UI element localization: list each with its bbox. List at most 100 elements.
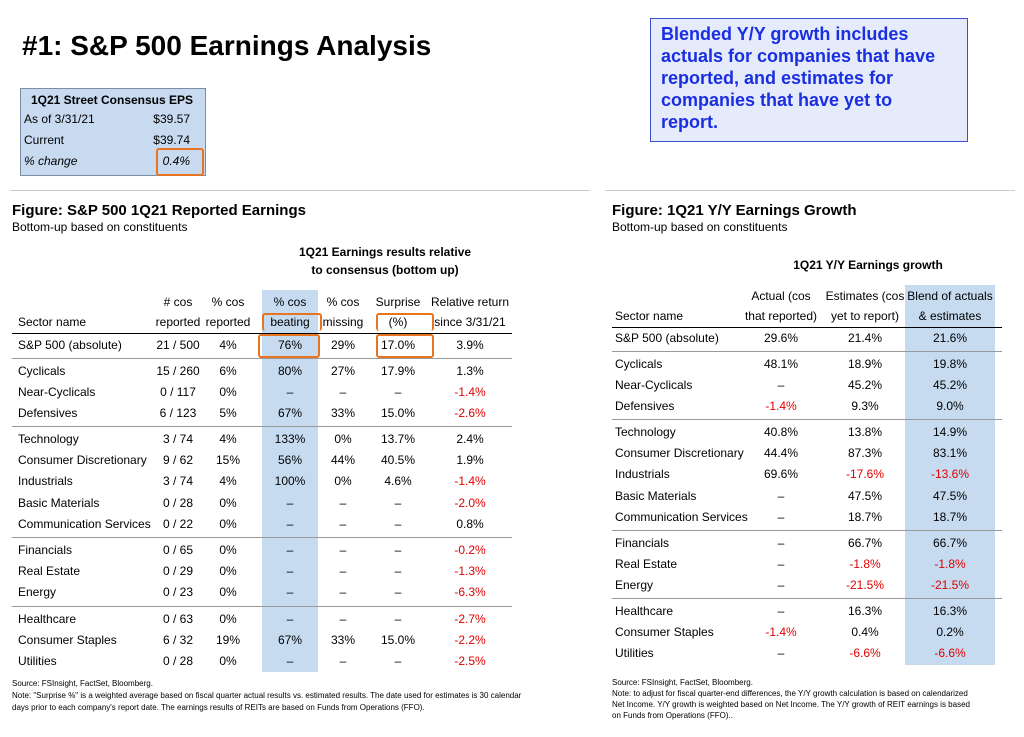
cell: 87.3% xyxy=(847,446,883,461)
column-header: Surprise xyxy=(375,295,421,309)
group-header: 1Q21 Y/Y Earnings growth xyxy=(793,258,943,272)
eps-value: $39.74 xyxy=(153,133,190,147)
rule xyxy=(12,426,512,427)
cell: 19.8% xyxy=(932,357,968,371)
cell: 19% xyxy=(215,633,241,648)
cell: 66.7% xyxy=(847,536,883,550)
row-label: Basic Materials xyxy=(18,495,100,510)
row-label: Industrials xyxy=(18,474,73,489)
cell: -2.2% xyxy=(454,633,486,648)
cell: -2.0% xyxy=(454,495,486,510)
cell: -0.2% xyxy=(454,543,486,557)
cell: 1.3% xyxy=(456,364,484,378)
cell: -1.3% xyxy=(454,564,486,579)
cell: 0.8% xyxy=(456,516,484,531)
cell: 33% xyxy=(330,633,356,648)
cell: – xyxy=(394,516,402,531)
cell: – xyxy=(339,495,347,510)
rule xyxy=(12,606,512,607)
highlight xyxy=(376,334,434,358)
column-header: Sector name xyxy=(18,315,87,329)
row-label: Real Estate xyxy=(615,557,678,572)
footnote: Source: FSInsight, FactSet, Bloomberg. xyxy=(12,679,153,688)
footnote: Net Income. Y/Y growth is weighted based… xyxy=(612,700,970,709)
row-label: S&P 500 (absolute) xyxy=(18,338,122,352)
cell: 0% xyxy=(219,612,237,626)
cell: 0 / 63 xyxy=(162,612,194,626)
figure-subtitle: Bottom-up based on constituents xyxy=(612,220,788,234)
cell: 0 / 28 xyxy=(162,654,194,669)
cell: -2.6% xyxy=(454,406,486,421)
rule xyxy=(12,358,512,359)
cell: – xyxy=(286,516,294,531)
column-header: reported xyxy=(205,315,251,329)
figure-subtitle: Bottom-up based on constituents xyxy=(12,220,188,234)
row-label: Financials xyxy=(615,536,670,550)
cell: 0% xyxy=(219,385,237,400)
cell: – xyxy=(286,654,294,669)
cell: 80% xyxy=(277,364,303,378)
cell: – xyxy=(286,612,294,626)
cell: 0 / 23 xyxy=(162,585,194,600)
rule xyxy=(612,327,1002,328)
cell: 45.2% xyxy=(932,378,968,393)
figure-title: Figure: 1Q21 Y/Y Earnings Growth xyxy=(612,202,857,219)
cell: 29.6% xyxy=(763,331,799,345)
cell: -2.7% xyxy=(454,612,486,626)
cell: – xyxy=(339,564,347,579)
cell: 83.1% xyxy=(932,446,968,461)
cell: 18.9% xyxy=(847,357,883,371)
row-label: Near-Cyclicals xyxy=(615,378,693,393)
callout-line: actuals for companies that have xyxy=(661,46,936,66)
cell: – xyxy=(777,604,785,618)
eps-label: As of 3/31/21 xyxy=(24,112,95,126)
column-header: Actual (cos xyxy=(751,289,811,303)
cell: – xyxy=(394,564,402,579)
cell: -6.6% xyxy=(849,646,881,661)
cell: 3 / 74 xyxy=(162,432,194,446)
eps-label: Current xyxy=(24,133,65,147)
row-label: Consumer Staples xyxy=(615,625,714,640)
highlight xyxy=(376,313,434,331)
cell: -17.6% xyxy=(845,467,885,482)
rule xyxy=(12,537,512,538)
cell: -1.8% xyxy=(934,557,966,572)
cell: 6% xyxy=(219,364,237,378)
row-label: Healthcare xyxy=(18,612,77,626)
rule xyxy=(612,351,1002,352)
cell: – xyxy=(777,536,785,550)
cell: 15% xyxy=(215,453,241,468)
cell: 0 / 117 xyxy=(160,385,196,400)
callout-line: companies that have yet to xyxy=(661,90,893,110)
column-header: & estimates xyxy=(918,309,982,323)
divider xyxy=(605,190,1015,191)
rule xyxy=(12,333,512,334)
cell: -21.5% xyxy=(845,578,885,593)
column-header: yet to report) xyxy=(830,309,900,323)
group-header: to consensus (bottom up) xyxy=(311,263,459,277)
cell: 0% xyxy=(219,654,237,669)
cell: 2.4% xyxy=(456,432,484,446)
cell: – xyxy=(286,564,294,579)
cell: 40.8% xyxy=(763,425,799,439)
cell: 56% xyxy=(277,453,303,468)
column-header: % cos xyxy=(211,295,245,309)
cell: 15.0% xyxy=(380,633,416,648)
row-label: S&P 500 (absolute) xyxy=(615,331,719,345)
row-label: Healthcare xyxy=(615,604,674,618)
row-label: Communication Services xyxy=(18,516,151,531)
cell: – xyxy=(339,516,347,531)
cell: 0.2% xyxy=(936,625,964,640)
cell: 69.6% xyxy=(763,467,799,482)
row-label: Real Estate xyxy=(18,564,81,579)
callout-line: report. xyxy=(661,112,719,132)
cell: – xyxy=(286,385,294,400)
page-title: #1: S&P 500 Earnings Analysis xyxy=(22,30,432,61)
rule xyxy=(612,419,1002,420)
cell: -2.5% xyxy=(454,654,486,669)
cell: 21.4% xyxy=(847,331,883,345)
cell: 67% xyxy=(277,633,303,648)
cell: 3.9% xyxy=(456,338,484,352)
rule xyxy=(612,530,1002,531)
